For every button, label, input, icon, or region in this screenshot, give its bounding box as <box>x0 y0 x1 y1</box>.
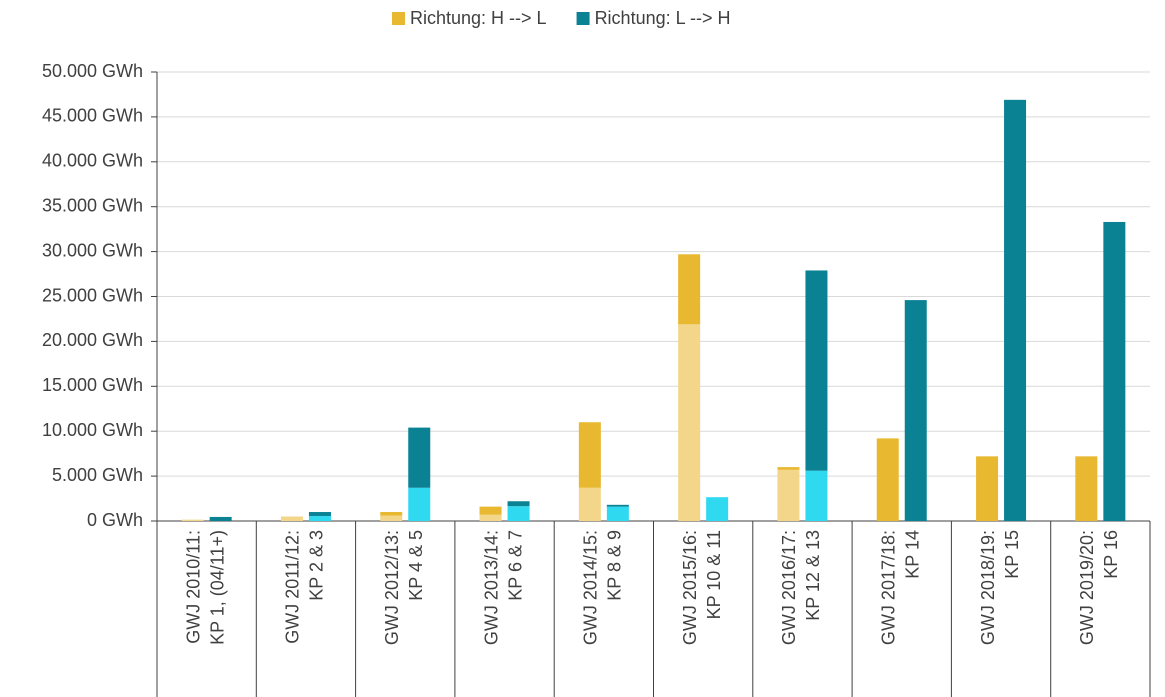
bar-segment <box>1004 99 1027 521</box>
bar-base-segment <box>606 506 629 521</box>
bar-base-segment <box>678 324 701 521</box>
bar-segment <box>408 427 431 488</box>
y-tick-label: 0 GWh <box>87 510 143 530</box>
y-tick-label: 20.000 GWh <box>42 330 143 350</box>
bar-base-segment <box>181 519 204 521</box>
y-tick-label: 45.000 GWh <box>42 106 143 126</box>
bar-base-segment <box>380 515 403 521</box>
bar-segment <box>578 422 601 488</box>
bar-segment <box>678 254 701 325</box>
x-tick-label: KP 16 <box>1101 530 1121 579</box>
x-tick-label: KP 10 & 11 <box>704 530 724 619</box>
x-tick-label: GWJ 2019/20: <box>1077 530 1097 645</box>
x-tick-label: GWJ 2012/13: <box>382 530 402 645</box>
y-tick-label: 30.000 GWh <box>42 240 143 260</box>
x-tick-label: GWJ 2016/17: <box>779 530 799 645</box>
y-tick-label: 40.000 GWh <box>42 151 143 171</box>
bar-segment <box>876 438 899 521</box>
x-tick-label: KP 6 & 7 <box>505 530 525 601</box>
x-tick-label: GWJ 2010/11: <box>183 530 203 644</box>
bar-segment <box>777 467 800 470</box>
bar-segment <box>976 456 999 521</box>
bar-segment <box>209 516 232 521</box>
y-tick-label: 15.000 GWh <box>42 375 143 395</box>
bar-segment <box>308 512 331 517</box>
x-tick-label: GWJ 2018/19: <box>978 530 998 645</box>
x-tick-label: KP 8 & 9 <box>605 530 625 601</box>
x-tick-label: KP 12 & 13 <box>803 530 823 621</box>
x-tick-label: GWJ 2014/15: <box>581 530 601 645</box>
bar-segment <box>606 504 629 507</box>
bar-segment <box>1103 221 1126 521</box>
legend-swatch <box>392 12 405 25</box>
bar-base-segment <box>777 469 800 521</box>
y-tick-label: 5.000 GWh <box>52 465 143 485</box>
x-tick-label: KP 2 & 3 <box>307 530 327 601</box>
bar-segment <box>479 506 502 515</box>
x-tick-label: KP 14 <box>903 530 923 579</box>
bar-segment <box>1075 456 1098 521</box>
x-tick-label: GWJ 2013/14: <box>481 530 501 645</box>
bar-base-segment <box>507 506 530 521</box>
x-tick-label: GWJ 2017/18: <box>879 530 899 645</box>
x-tick-label: KP 4 & 5 <box>406 530 426 601</box>
bar-segment <box>380 512 403 516</box>
bar-base-segment <box>479 514 502 521</box>
bar-segment <box>507 501 530 507</box>
x-tick-label: KP 1, (04/11+) <box>207 530 227 645</box>
legend-label: Richtung: L --> H <box>595 8 731 28</box>
legend-swatch <box>576 12 590 25</box>
y-tick-label: 25.000 GWh <box>42 285 143 305</box>
y-tick-label: 35.000 GWh <box>42 195 143 215</box>
bar-base-segment <box>280 516 303 521</box>
x-tick-label: GWJ 2011/12: <box>283 530 303 644</box>
bar-segment <box>904 300 927 521</box>
bar-base-segment <box>706 497 729 521</box>
x-tick-label: KP 15 <box>1002 530 1022 579</box>
y-tick-label: 50.000 GWh <box>42 61 143 81</box>
bar-base-segment <box>408 487 431 521</box>
bar-segment <box>805 270 828 471</box>
bar-base-segment <box>578 487 601 521</box>
bar-base-segment <box>805 470 828 521</box>
legend-label: Richtung: H --> L <box>410 8 547 28</box>
y-tick-label: 10.000 GWh <box>42 420 143 440</box>
bar-base-segment <box>308 516 331 521</box>
x-tick-label: GWJ 2015/16: <box>680 530 700 645</box>
